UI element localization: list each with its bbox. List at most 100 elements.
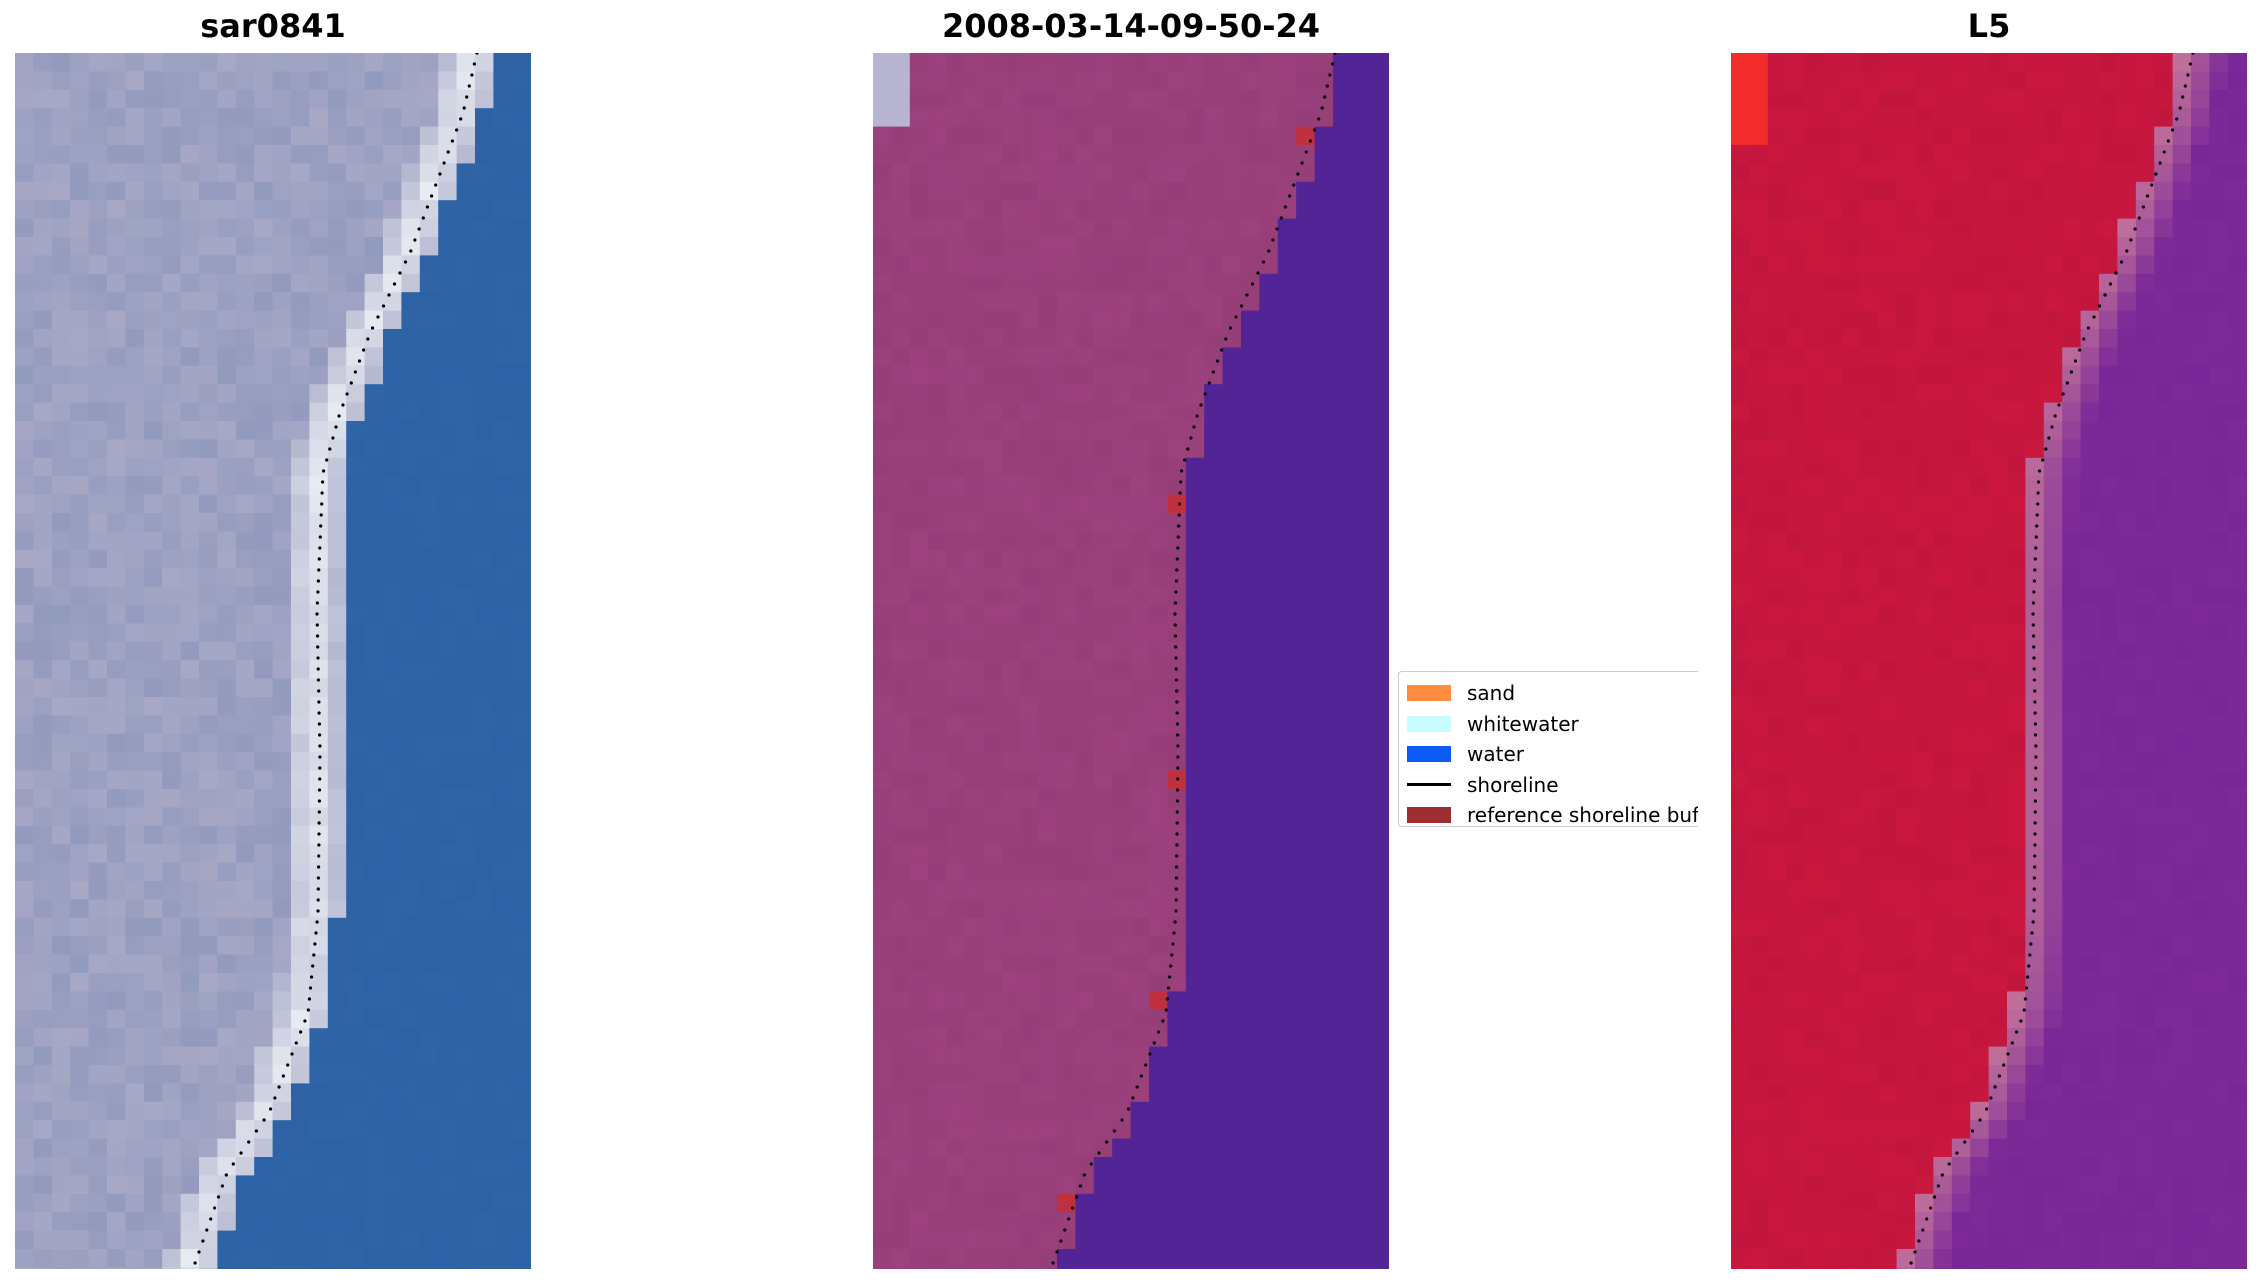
raster-cell — [2172, 347, 2192, 367]
raster-cell — [530, 513, 531, 532]
raster-cell — [327, 237, 347, 256]
raster-cell — [383, 1193, 402, 1213]
raster-cell — [1222, 623, 1242, 643]
raster-cell — [1075, 1083, 1095, 1103]
raster-cell — [1130, 733, 1150, 753]
raster-cell — [2172, 494, 2192, 514]
raster-cell — [272, 770, 292, 790]
raster-cell — [2135, 457, 2155, 477]
raster-cell — [1333, 1046, 1352, 1066]
raster-cell — [419, 53, 439, 72]
raster-cell — [33, 1028, 53, 1048]
raster-cell — [511, 936, 531, 956]
raster-cell — [1204, 1120, 1224, 1140]
raster-cell — [291, 457, 310, 477]
raster-cell — [530, 954, 531, 974]
raster-cell — [2172, 181, 2192, 201]
raster-cell — [1167, 752, 1187, 772]
raster-cell — [2099, 384, 2118, 404]
raster-cell — [983, 347, 1003, 367]
raster-cell — [2246, 89, 2247, 109]
raster-cell — [15, 181, 34, 201]
raster-cell — [125, 899, 145, 919]
raster-cell — [199, 1249, 218, 1268]
raster-cell — [1951, 384, 1971, 404]
raster-cell — [1823, 89, 1842, 109]
raster-cell — [2099, 494, 2118, 514]
raster-cell — [1057, 549, 1076, 569]
raster-cell — [1241, 549, 1260, 569]
raster-cell — [530, 365, 531, 385]
raster-cell — [33, 733, 53, 753]
raster-cell — [1001, 733, 1021, 753]
raster-cell — [309, 218, 329, 238]
raster-cell — [254, 605, 274, 624]
raster-cell — [873, 329, 892, 348]
raster-cell — [1277, 899, 1297, 919]
raster-cell — [235, 1065, 255, 1084]
shoreline-dot — [1170, 953, 1174, 957]
raster-cell — [162, 1157, 182, 1176]
raster-cell — [928, 347, 948, 367]
raster-cell — [1020, 715, 1040, 735]
shoreline-dot — [1180, 469, 1184, 473]
raster-cell — [1878, 292, 1898, 312]
raster-cell — [946, 218, 966, 238]
raster-cell — [511, 163, 531, 183]
raster-cell — [873, 1009, 892, 1029]
raster-cell — [2172, 292, 2192, 312]
raster-cell — [1001, 549, 1021, 569]
raster-cell — [1804, 89, 1824, 109]
raster-cell — [88, 807, 108, 827]
raster-cell — [143, 1157, 163, 1176]
raster-cell — [928, 899, 948, 919]
raster-cell — [1333, 421, 1352, 440]
raster-cell — [1804, 126, 1824, 146]
raster-cell — [180, 145, 200, 164]
raster-cell — [180, 513, 200, 532]
raster-cell — [438, 991, 458, 1011]
raster-cell — [383, 1046, 402, 1066]
shoreline-dot — [224, 1173, 228, 1177]
raster-cell — [1057, 641, 1076, 661]
raster-cell — [346, 255, 366, 275]
raster-cell — [1093, 531, 1113, 551]
raster-cell — [1149, 789, 1168, 808]
raster-cell — [1388, 181, 1389, 201]
raster-cell — [511, 439, 531, 459]
shoreline-dot — [357, 359, 362, 363]
raster-cell — [2007, 218, 2026, 238]
raster-cell — [1204, 1009, 1224, 1029]
raster-cell — [1369, 218, 1389, 238]
raster-cell — [199, 237, 218, 256]
raster-cell — [2099, 255, 2118, 275]
raster-cell — [1075, 770, 1095, 790]
raster-cell — [1075, 1120, 1095, 1140]
raster-cell — [965, 163, 984, 183]
raster-cell — [873, 181, 892, 201]
raster-cell — [1388, 218, 1389, 238]
raster-cell — [873, 531, 892, 551]
raster-cell — [1093, 421, 1113, 440]
raster-cell — [143, 881, 163, 900]
raster-cell — [530, 991, 531, 1011]
raster-cell — [217, 1267, 237, 1269]
raster-cell — [493, 292, 513, 312]
raster-cell — [2025, 329, 2045, 348]
raster-cell — [2154, 365, 2174, 385]
raster-cell — [511, 789, 531, 808]
raster-cell — [2209, 384, 2229, 404]
raster-cell — [2135, 218, 2155, 238]
raster-cell — [1222, 605, 1242, 624]
raster-cell — [272, 1193, 292, 1213]
raster-cell — [946, 1065, 966, 1084]
raster-cell — [511, 494, 531, 514]
raster-cell — [162, 181, 182, 201]
raster-cell — [1167, 733, 1187, 753]
raster-cell — [1296, 513, 1316, 532]
raster-cell — [1369, 1138, 1389, 1158]
raster-cell — [217, 126, 237, 146]
raster-cell — [1314, 807, 1334, 827]
raster-cell — [1896, 126, 1916, 146]
raster-cell — [162, 549, 182, 569]
